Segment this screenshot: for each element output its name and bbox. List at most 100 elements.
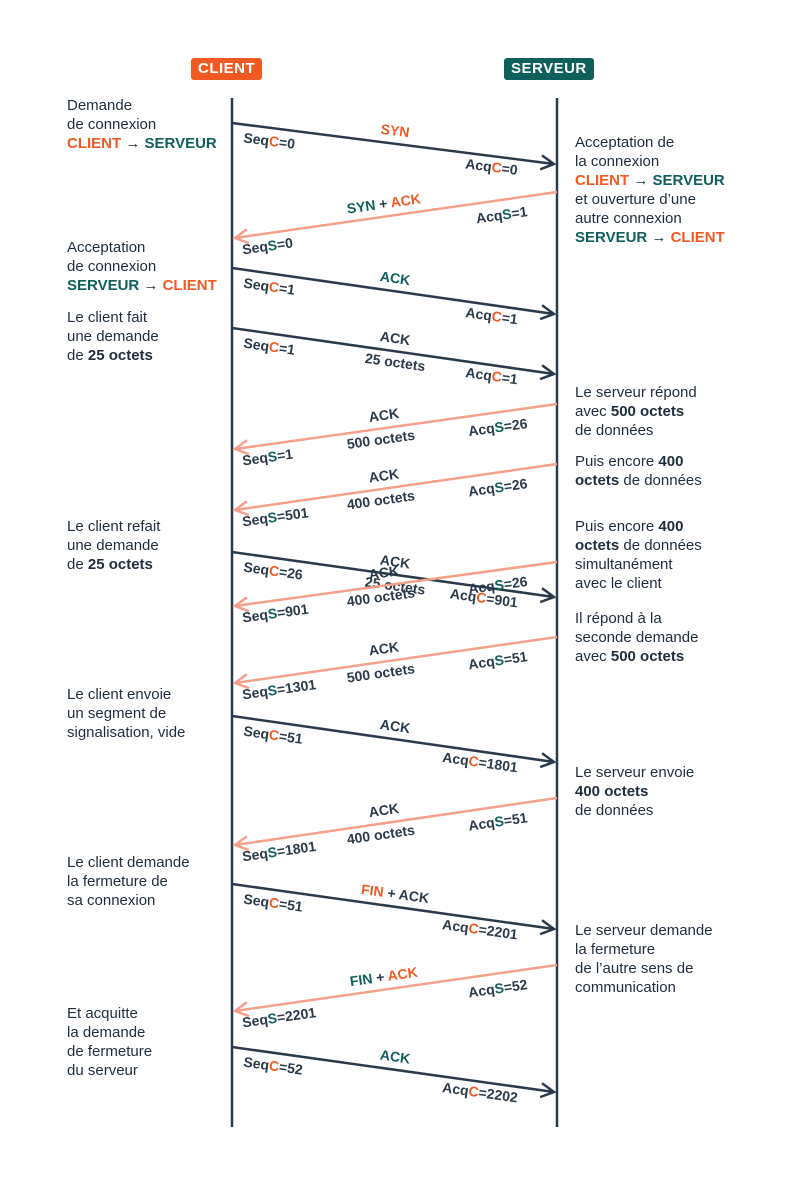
- note-line: Le client envoie: [67, 685, 185, 704]
- note-text: de fermeture: [67, 1043, 153, 1060]
- note-line: Le client refait: [67, 517, 160, 536]
- seq-label: SeqS=0: [241, 234, 294, 257]
- note-text: la connexion: [575, 153, 660, 170]
- note-line: CLIENT → SERVEUR: [67, 134, 217, 153]
- note-text: octets: [575, 472, 620, 489]
- message-arrow-line: [231, 882, 555, 931]
- note-text: 400: [658, 453, 684, 470]
- note-line: Demande: [67, 96, 217, 115]
- message-size-label: 500 octets: [346, 660, 416, 685]
- note-text: de: [67, 556, 88, 573]
- message-arrowhead: [539, 304, 557, 321]
- client-side-note: Acceptation de connexion SERVEUR → CLIENT: [67, 238, 217, 295]
- message-arrowhead: [232, 673, 250, 690]
- note-text: CLIENT: [670, 229, 725, 246]
- seq-label: SeqS=1: [241, 446, 294, 469]
- note-text: sa connexion: [67, 892, 156, 909]
- server-side-note: Le serveur demande la fermeture de l’autre…: [575, 921, 713, 997]
- note-line: CLIENT → SERVEUR: [575, 171, 725, 190]
- message-flag-label: ACK: [368, 638, 400, 658]
- note-text: Demande: [67, 97, 133, 114]
- note-text: la fermeture de: [67, 873, 168, 890]
- client-header: CLIENT: [191, 58, 263, 80]
- ack-label: AcqC=1801: [441, 749, 519, 776]
- message-arrow-line: [231, 326, 555, 376]
- message-arrow-line: [234, 462, 558, 512]
- note-line: de 25 octets: [67, 346, 159, 365]
- note-text: Le serveur répond: [575, 384, 697, 401]
- note-line: de données: [575, 421, 697, 440]
- message-flag-label: ACK: [368, 405, 400, 425]
- seq-label: SeqS=1801: [241, 838, 317, 865]
- seq-label: SeqC=26: [243, 559, 304, 583]
- note-text: une demande: [67, 537, 159, 554]
- message-arrowhead: [232, 228, 250, 245]
- note-text: 400 octets: [575, 783, 649, 800]
- ack-label: AcqS=51: [467, 648, 528, 672]
- message-arrow-line: [234, 635, 558, 685]
- note-line: la connexion: [575, 152, 725, 171]
- note-text: de données: [619, 472, 702, 489]
- note-line: et ouverture d’une: [575, 190, 725, 209]
- note-line: simultanément: [575, 555, 702, 574]
- note-line: octets de données: [575, 471, 702, 490]
- note-text: simultanément: [575, 556, 673, 573]
- message-arrow-line: [234, 796, 558, 847]
- note-line: de fermeture: [67, 1042, 152, 1061]
- ack-label: AcqC=1: [465, 364, 519, 387]
- note-text: SERVEUR: [67, 277, 140, 294]
- ack-label: AcqS=26: [467, 573, 528, 597]
- ack-label: AcqC=2202: [441, 1079, 519, 1105]
- note-text: un segment de: [67, 705, 167, 722]
- note-text: Le serveur demande: [575, 922, 713, 939]
- message-arrowhead: [232, 1001, 250, 1018]
- note-line: Le serveur envoie: [575, 763, 694, 782]
- message-arrowhead: [539, 587, 557, 604]
- client-side-note: Demande de connexion CLIENT → SERVEUR: [67, 96, 217, 153]
- seq-label: SeqC=1: [243, 275, 297, 298]
- note-text: avec le client: [575, 575, 662, 592]
- note-text: SERVEUR: [144, 135, 217, 152]
- note-line: Puis encore 400: [575, 517, 702, 536]
- note-line: de données: [575, 801, 694, 820]
- message-flag-label: ACK: [379, 1047, 411, 1067]
- note-line: de l’autre sens de: [575, 959, 713, 978]
- ack-label: AcqC=2201: [441, 916, 519, 942]
- seq-label: SeqC=1: [243, 335, 297, 358]
- server-side-note: Il répond à la seconde demande avec 500 oc…: [575, 609, 698, 666]
- message-arrowhead: [539, 919, 557, 936]
- ack-label: AcqS=26: [467, 475, 528, 499]
- message-arrow-line: [231, 714, 555, 764]
- note-text: Puis encore: [575, 453, 659, 470]
- note-text: CLIENT: [162, 277, 217, 294]
- client-side-note: Le client fait une demande de 25 octets: [67, 308, 159, 365]
- note-text: de connexion: [67, 116, 157, 133]
- note-line: Acceptation: [67, 238, 217, 257]
- seq-label: SeqS=501: [241, 504, 309, 529]
- message-size-label: 400 octets: [346, 822, 416, 848]
- note-line: de connexion: [67, 115, 217, 134]
- note-text: 25 octets: [87, 556, 153, 573]
- message-size-label: 400 octets: [346, 487, 416, 512]
- seq-label: SeqS=2201: [241, 1004, 317, 1030]
- server-header: SERVEUR: [504, 58, 594, 80]
- message-arrowhead: [539, 154, 557, 171]
- note-text: 25 octets: [87, 347, 153, 364]
- note-text: la demande: [67, 1024, 146, 1041]
- message-arrowhead: [539, 364, 557, 381]
- note-text: 500 octets: [610, 403, 685, 420]
- message-flag-label: ACK: [368, 465, 400, 485]
- note-text: Puis encore: [575, 518, 659, 535]
- note-line: la fermeture: [575, 940, 713, 959]
- message-flag-label: ACK: [379, 328, 411, 348]
- note-line: avec le client: [575, 574, 702, 593]
- seq-label: SeqC=0: [243, 129, 297, 151]
- message-arrow-line: [234, 402, 558, 451]
- note-text: CLIENT: [575, 172, 630, 189]
- note-text: 500 octets: [610, 648, 685, 665]
- note-text: autre connexion: [575, 210, 682, 227]
- note-text: du serveur: [67, 1062, 138, 1079]
- message-flag-label: FIN + ACK: [349, 964, 419, 989]
- seq-label: SeqS=901: [241, 601, 309, 626]
- server-side-note: Puis encore 400 octets de données: [575, 452, 702, 490]
